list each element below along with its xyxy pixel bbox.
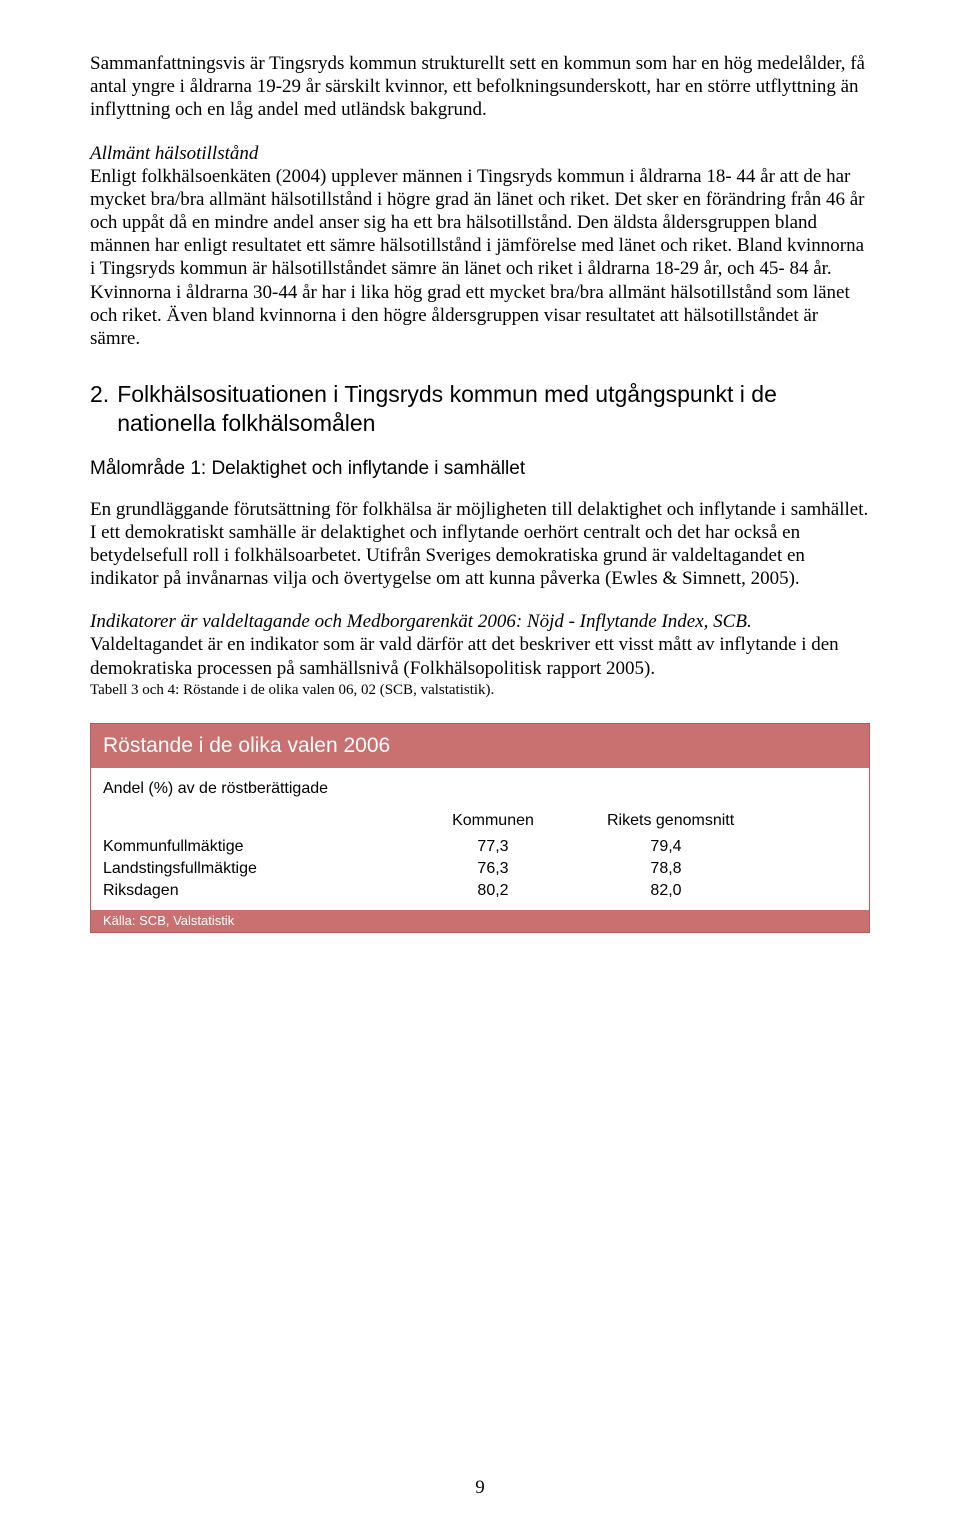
health-subheading: Allmänt hälsotillstånd: [90, 143, 258, 164]
voting-table-grid: Kommunen Rikets genomsnitt Kommunfullmäk…: [103, 812, 869, 902]
page-number: 9: [0, 1477, 960, 1499]
voting-table-row-k: 80,2: [403, 880, 583, 902]
voting-table: Röstande i de olika valen 2006 Andel (%)…: [90, 723, 870, 933]
indicator-body: Valdeltagandet är en indikator som är va…: [90, 634, 839, 678]
voting-table-col-spacer: [103, 812, 403, 836]
voting-table-row-r: 82,0: [583, 880, 869, 902]
voting-table-body: Andel (%) av de röstberättigade Kommunen…: [91, 768, 869, 910]
goal-1-heading: Målområde 1: Delaktighet och inflytande …: [90, 458, 870, 480]
voting-table-title: Röstande i de olika valen 2006: [91, 724, 869, 768]
indicator-paragraph: Indikatorer är valdeltagande och Medborg…: [90, 610, 870, 680]
voting-table-row-r: 79,4: [583, 836, 869, 858]
section-2-title: Folkhälsosituationen i Tingsryds kommun …: [117, 380, 870, 438]
voting-table-source: Källa: SCB, Valstatistik: [91, 910, 869, 932]
voting-table-row-k: 76,3: [403, 858, 583, 880]
voting-table-col-riket: Rikets genomsnitt: [583, 812, 869, 836]
section-2-heading: 2. Folkhälsosituationen i Tingsryds komm…: [90, 380, 870, 438]
voting-table-desc: Andel (%) av de röstberättigade: [103, 780, 869, 798]
voting-table-row-k: 77,3: [403, 836, 583, 858]
health-paragraph: Allmänt hälsotillstånd Enligt folkhälsoe…: [90, 142, 870, 351]
table-caption: Tabell 3 och 4: Röstande i de olika vale…: [90, 682, 870, 699]
voting-table-row-label: Riksdagen: [103, 880, 403, 902]
voting-table-row-label: Landstingsfullmäktige: [103, 858, 403, 880]
voting-table-row-label: Kommunfullmäktige: [103, 836, 403, 858]
indicator-italic: Indikatorer är valdeltagande och Medborg…: [90, 611, 752, 632]
health-body-text: Enligt folkhälsoenkäten (2004) upplever …: [90, 166, 865, 349]
voting-table-col-kommunen: Kommunen: [403, 812, 583, 836]
section-2-number: 2.: [90, 380, 109, 409]
summary-paragraph: Sammanfattningsvis är Tingsryds kommun s…: [90, 52, 870, 122]
goal-1-body: En grundläggande förutsättning för folkh…: [90, 498, 870, 591]
voting-table-row-r: 78,8: [583, 858, 869, 880]
